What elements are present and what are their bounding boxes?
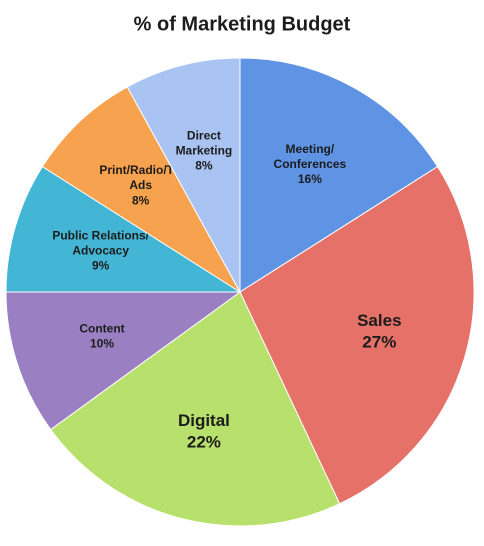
pie-slice: [5, 291, 242, 431]
slice-label: Digital: [178, 411, 230, 430]
pie-slice: [49, 291, 341, 527]
pie-slice: [239, 57, 439, 293]
slice-label: Content: [79, 322, 124, 336]
slice-label: Sales: [357, 311, 401, 330]
pie-slice: [5, 165, 242, 293]
chart-title: % of Marketing Budget: [134, 13, 351, 35]
slice-value-label: 9%: [92, 259, 110, 273]
slice-value-label: 16%: [298, 172, 322, 186]
pie-slice: [126, 57, 241, 293]
slice-value-label: 8%: [132, 193, 150, 207]
slice-label: Meeting/Conferences: [274, 142, 347, 171]
slice-value-label: 27%: [362, 333, 396, 352]
slice-label: Direct Marketing: [176, 129, 233, 158]
pie-slice: [41, 86, 241, 293]
slice-value-label: 8%: [195, 159, 213, 173]
pie-slice: [239, 165, 475, 505]
slice-label: Print/Radio/TV Ads: [99, 163, 182, 192]
slice-value-label: 10%: [90, 337, 114, 351]
slice-label: Public Relations/Advocacy: [52, 229, 149, 258]
slice-value-label: 22%: [187, 433, 221, 452]
